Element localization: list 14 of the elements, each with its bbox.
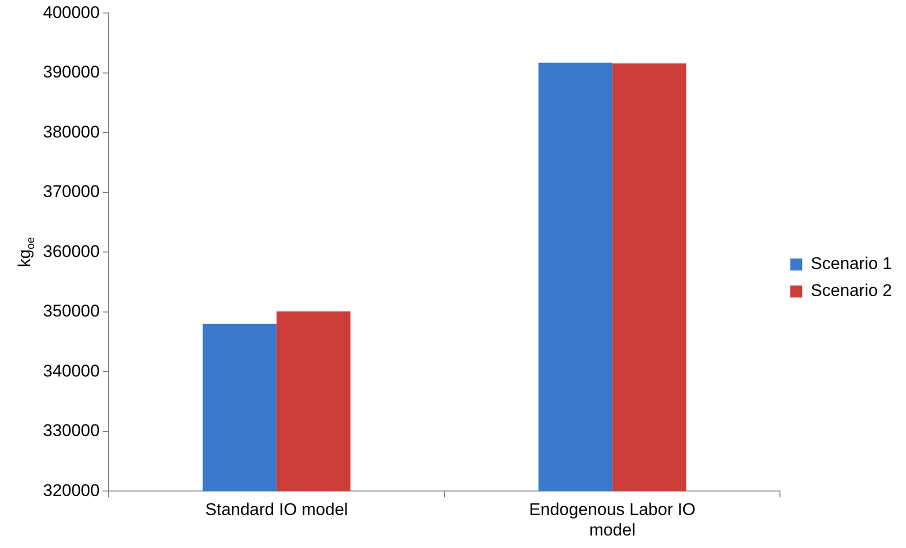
y-tick-label: 390000 xyxy=(42,62,100,82)
legend-label: Scenario 1 xyxy=(810,254,892,274)
x-tick-label: Standard IO model xyxy=(205,500,348,520)
y-axis-title: kgoe xyxy=(15,237,37,268)
y-tick-label: 350000 xyxy=(42,302,100,321)
legend-label: Scenario 2 xyxy=(810,281,892,300)
y-tick-label: 360000 xyxy=(42,242,100,261)
y-tick-label: 320000 xyxy=(42,480,100,500)
y-tick-label: 330000 xyxy=(42,421,100,440)
y-tick-label: 340000 xyxy=(42,361,100,380)
y-tick-label: 400000 xyxy=(42,2,100,22)
y-tick-label: 380000 xyxy=(42,122,100,142)
x-tick-label: Endogenous Labor IO model xyxy=(529,500,696,540)
y-tick-label: 370000 xyxy=(42,182,100,202)
